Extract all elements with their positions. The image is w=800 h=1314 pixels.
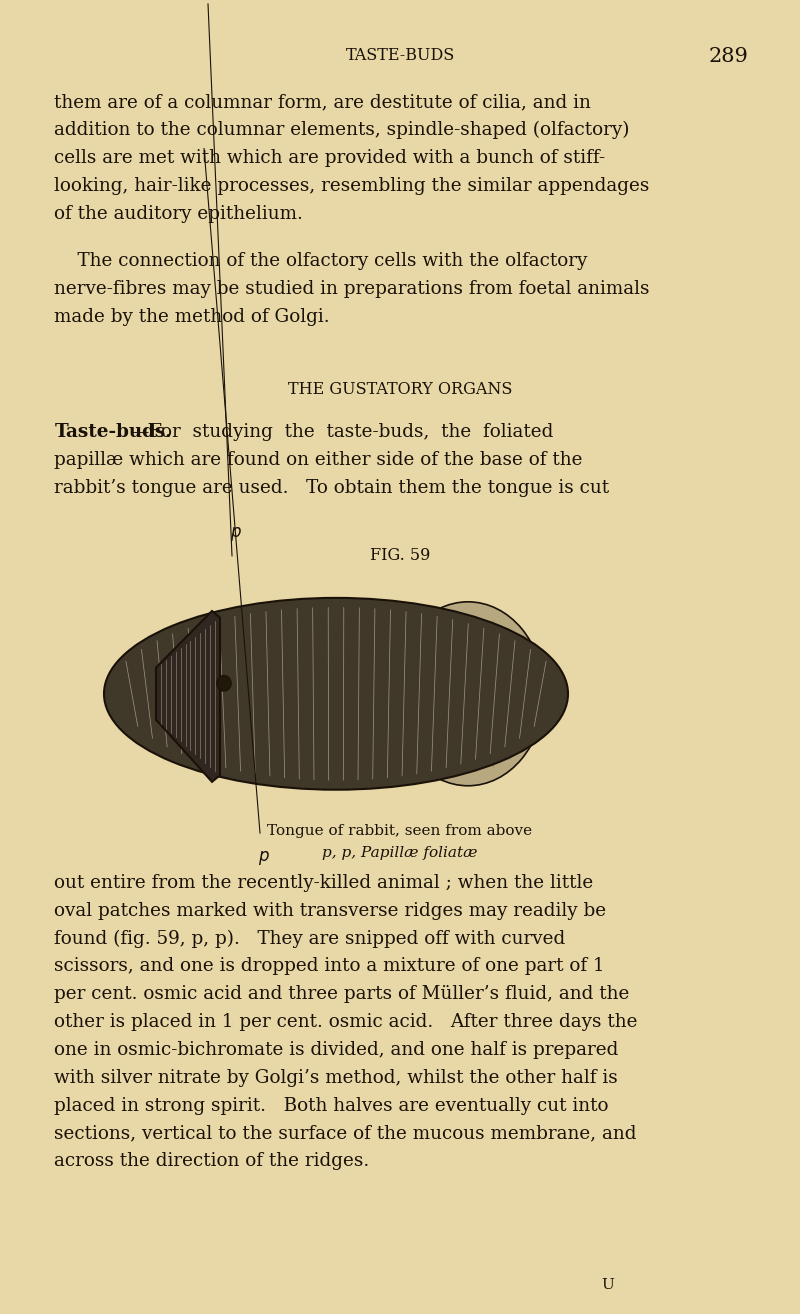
Text: Tongue of rabbit, seen from above: Tongue of rabbit, seen from above xyxy=(267,824,533,838)
Text: $p$: $p$ xyxy=(258,849,270,867)
Text: made by the method of Golgi.: made by the method of Golgi. xyxy=(54,307,330,326)
Text: TASTE-BUDS: TASTE-BUDS xyxy=(346,46,454,63)
Text: Taste-buds.: Taste-buds. xyxy=(54,423,172,442)
Text: FIG. 59: FIG. 59 xyxy=(370,547,430,564)
Text: one in osmic-bichromate is divided, and one half is prepared: one in osmic-bichromate is divided, and … xyxy=(54,1041,618,1059)
Text: —For  studying  the  taste-buds,  the  foliated: —For studying the taste-buds, the foliat… xyxy=(131,423,554,442)
Text: 289: 289 xyxy=(708,46,748,66)
Text: scissors, and one is dropped into a mixture of one part of 1: scissors, and one is dropped into a mixt… xyxy=(54,958,605,975)
Text: rabbit’s tongue are used.   To obtain them the tongue is cut: rabbit’s tongue are used. To obtain them… xyxy=(54,478,610,497)
Text: of the auditory epithelium.: of the auditory epithelium. xyxy=(54,205,303,222)
Text: found (fig. 59, p, p).   They are snipped off with curved: found (fig. 59, p, p). They are snipped … xyxy=(54,929,566,947)
Text: The connection of the olfactory cells with the olfactory: The connection of the olfactory cells wi… xyxy=(54,252,588,271)
Text: THE GUSTATORY ORGANS: THE GUSTATORY ORGANS xyxy=(288,381,512,398)
Text: them are of a columnar form, are destitute of cilia, and in: them are of a columnar form, are destitu… xyxy=(54,93,591,112)
Text: p, p, Papillæ foliatæ: p, p, Papillæ foliatæ xyxy=(322,846,478,861)
Text: U: U xyxy=(602,1277,614,1292)
Text: oval patches marked with transverse ridges may readily be: oval patches marked with transverse ridg… xyxy=(54,901,606,920)
Text: out entire from the recently-killed animal ; when the little: out entire from the recently-killed anim… xyxy=(54,874,594,892)
Text: across the direction of the ridges.: across the direction of the ridges. xyxy=(54,1152,370,1171)
Ellipse shape xyxy=(392,602,544,786)
Ellipse shape xyxy=(217,675,231,691)
Polygon shape xyxy=(156,611,220,782)
Text: looking, hair-like processes, resembling the similar appendages: looking, hair-like processes, resembling… xyxy=(54,177,650,194)
Text: with silver nitrate by Golgi’s method, whilst the other half is: with silver nitrate by Golgi’s method, w… xyxy=(54,1068,618,1087)
Ellipse shape xyxy=(104,598,568,790)
Text: $p$: $p$ xyxy=(230,524,242,543)
Text: cells are met with which are provided with a bunch of stiff-: cells are met with which are provided wi… xyxy=(54,148,606,167)
Text: nerve-fibres may be studied in preparations from foetal animals: nerve-fibres may be studied in preparati… xyxy=(54,280,650,298)
Text: per cent. osmic acid and three parts of Müller’s fluid, and the: per cent. osmic acid and three parts of … xyxy=(54,986,630,1003)
Text: papillæ which are found on either side of the base of the: papillæ which are found on either side o… xyxy=(54,451,583,469)
Text: addition to the columnar elements, spindle-shaped (olfactory): addition to the columnar elements, spind… xyxy=(54,121,630,139)
Text: sections, vertical to the surface of the mucous membrane, and: sections, vertical to the surface of the… xyxy=(54,1125,637,1142)
Text: placed in strong spirit.   Both halves are eventually cut into: placed in strong spirit. Both halves are… xyxy=(54,1097,609,1114)
Text: other is placed in 1 per cent. osmic acid.   After three days the: other is placed in 1 per cent. osmic aci… xyxy=(54,1013,638,1031)
